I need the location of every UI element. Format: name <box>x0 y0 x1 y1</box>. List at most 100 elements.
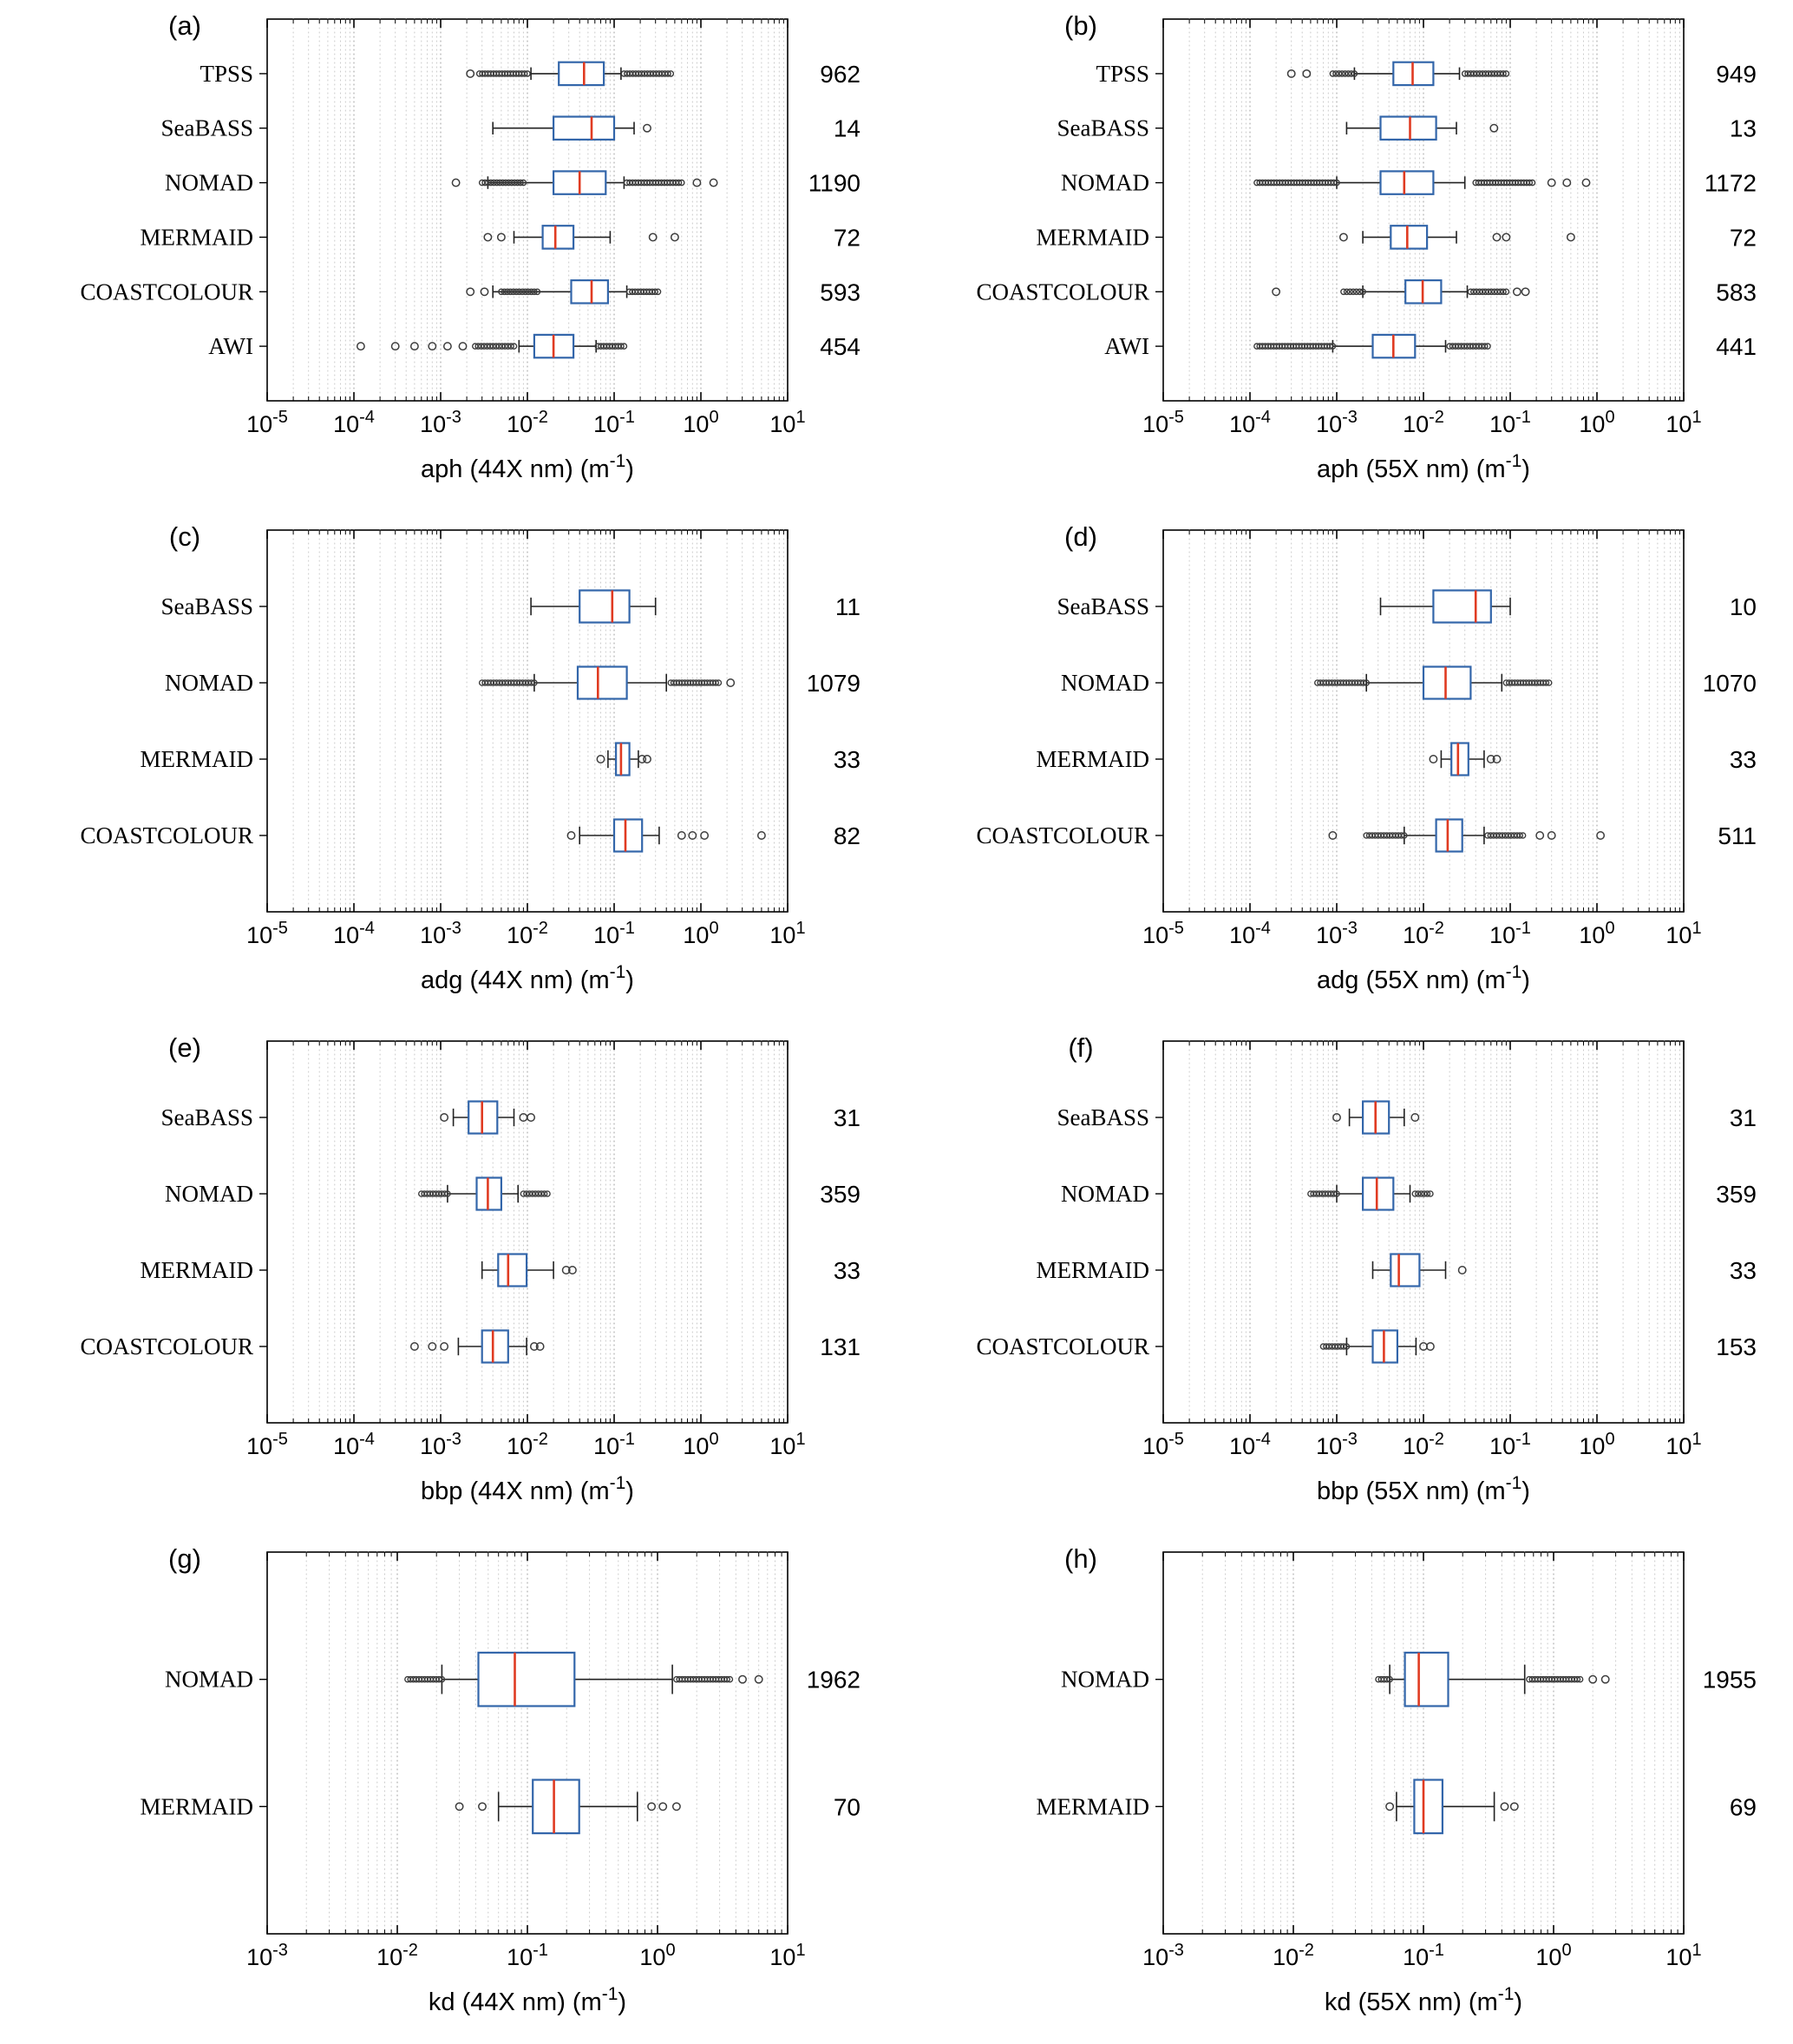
iqr-box <box>481 1329 509 1364</box>
sample-count: 454 <box>820 333 861 360</box>
sample-count: 13 <box>1730 115 1757 142</box>
panel-svg: 10-5 10-4 10-3 10-2 10-1 100 101 SeaBASS 10 NOMAD… <box>976 521 1757 994</box>
x-tick-label: 10-5 <box>1142 919 1184 948</box>
x-tick-label: 10-5 <box>246 408 288 437</box>
x-axis-label: adg (44X nm) (m-1) <box>421 962 634 994</box>
iqr-box <box>1361 1176 1395 1211</box>
iqr-box <box>1435 818 1463 853</box>
sample-count: 33 <box>1730 746 1757 773</box>
dataset-label: MERMAID <box>140 1257 253 1283</box>
panel-c: 10-5 10-4 10-3 10-2 10-1 100 101 SeaBASS 11 NOMAD… <box>0 511 896 1022</box>
iqr-box <box>579 589 631 624</box>
sample-count: 31 <box>834 1104 861 1131</box>
outliers <box>466 69 475 78</box>
x-tick-label: 10-3 <box>246 1941 288 1970</box>
iqr-box <box>532 1779 580 1835</box>
dataset-label: AWI <box>208 333 253 359</box>
sample-count: 33 <box>834 746 861 773</box>
x-tick-label: 10-1 <box>1489 1430 1531 1459</box>
dense-outliers <box>472 343 628 350</box>
dataset-label: COASTCOLOUR <box>80 822 253 848</box>
x-tick-label: 10-2 <box>507 408 548 437</box>
panel-letter: (h) <box>1064 1543 1097 1574</box>
dense-outliers <box>1307 1190 1434 1197</box>
x-tick-label: 10-4 <box>333 408 375 437</box>
sample-count: 359 <box>1716 1181 1757 1208</box>
dataset-label: SeaBASS <box>1057 1104 1149 1130</box>
dataset-label: SeaBASS <box>1057 593 1149 619</box>
x-tick-label: 10-3 <box>1316 408 1358 437</box>
x-tick-label: 10-3 <box>420 919 461 948</box>
sample-count: 1070 <box>1703 670 1757 697</box>
panel-d: 10-5 10-4 10-3 10-2 10-1 100 101 SeaBASS 10 NOMAD… <box>896 511 1792 1022</box>
x-tick-label: 10-4 <box>333 919 375 948</box>
panel-svg: 10-5 10-4 10-3 10-2 10-1 100 101 SeaBASS 31 NOMAD… <box>976 1032 1757 1505</box>
sample-count: 69 <box>1730 1793 1757 1820</box>
sample-count: 1190 <box>808 170 861 197</box>
outliers <box>561 1266 577 1274</box>
panel-a: 10-5 10-4 10-3 10-2 10-1 100 101 TPSS 962 SeaBASS… <box>0 0 896 511</box>
sample-count: 72 <box>834 224 861 251</box>
sample-count: 1172 <box>1705 170 1757 197</box>
sample-count: 131 <box>820 1333 861 1360</box>
outliers <box>1429 755 1502 763</box>
x-tick-label: 101 <box>1665 1941 1701 1970</box>
dense-outliers <box>475 70 675 77</box>
x-tick-label: 10-3 <box>1316 919 1358 948</box>
dense-outliers <box>404 1675 734 1683</box>
sample-count: 33 <box>834 1257 861 1284</box>
x-tick-label: 101 <box>1665 919 1701 948</box>
panel-svg: 10-3 10-2 10-1 100 101 NOMAD 1962 MERMAID 70 (g) k… <box>140 1543 861 2016</box>
panel-b: 10-5 10-4 10-3 10-2 10-1 100 101 TPSS 949 SeaBASS… <box>896 0 1792 511</box>
x-axis-label: kd (44X nm) (m-1) <box>429 1984 626 2016</box>
outliers <box>1328 831 1606 840</box>
dataset-label: MERMAID <box>1036 1257 1149 1283</box>
dataset-label: SeaBASS <box>160 1104 253 1130</box>
outliers <box>596 755 651 763</box>
panel-e: 10-5 10-4 10-3 10-2 10-1 100 101 SeaBASS 31 NOMAD… <box>0 1022 896 1533</box>
iqr-box <box>576 665 628 700</box>
x-axis-label: aph (44X nm) (m-1) <box>421 451 634 483</box>
dataset-label: SeaBASS <box>160 115 253 141</box>
dataset-label: NOMAD <box>165 170 253 196</box>
iqr-box <box>1390 225 1429 250</box>
x-tick-label: 101 <box>769 1941 805 1970</box>
panel-g: 10-3 10-2 10-1 100 101 NOMAD 1962 MERMAID 70 (g) k… <box>0 1533 896 2044</box>
iqr-box <box>558 61 605 87</box>
dense-outliers <box>1313 679 1553 686</box>
dataset-label: NOMAD <box>1061 670 1149 696</box>
dataset-label: COASTCOLOUR <box>80 278 253 305</box>
dense-outliers <box>1329 70 1510 77</box>
sample-count: 72 <box>1730 224 1757 251</box>
x-tick-label: 10-3 <box>1142 1941 1184 1970</box>
dataset-label: COASTCOLOUR <box>976 822 1149 848</box>
sample-count: 359 <box>820 1181 861 1208</box>
dense-outliers <box>498 288 662 296</box>
outliers <box>1338 233 1575 242</box>
x-tick-label: 10-4 <box>1229 1430 1271 1459</box>
outliers <box>738 1674 763 1684</box>
dataset-label: NOMAD <box>165 1181 253 1207</box>
panel-h: 10-3 10-2 10-1 100 101 NOMAD 1955 MERMAID 69 (h) k… <box>896 1533 1792 2044</box>
sample-count: 962 <box>820 61 861 88</box>
x-tick-label: 10-5 <box>246 919 288 948</box>
dataset-label: AWI <box>1104 333 1149 359</box>
panel-letter: (g) <box>168 1543 201 1574</box>
panel-svg: 10-3 10-2 10-1 100 101 NOMAD 1955 MERMAID 69 (h) k… <box>1036 1543 1757 2016</box>
x-tick-label: 100 <box>1579 919 1614 948</box>
iqr-box <box>1450 742 1469 776</box>
panel-f: 10-5 10-4 10-3 10-2 10-1 100 101 SeaBASS 31 NOMAD… <box>896 1022 1792 1533</box>
iqr-box <box>612 818 644 853</box>
outliers <box>726 678 736 687</box>
iqr-box <box>614 742 631 776</box>
dataset-label: MERMAID <box>1036 1793 1149 1819</box>
outliers <box>1419 1342 1435 1351</box>
outliers <box>455 1802 681 1811</box>
x-tick-label: 101 <box>769 919 805 948</box>
dense-outliers <box>1253 179 1536 187</box>
x-tick-label: 10-1 <box>1489 919 1531 948</box>
x-tick-label: 10-5 <box>1142 408 1184 437</box>
panel-letter: (c) <box>169 521 200 552</box>
outliers <box>1489 123 1499 133</box>
x-axis-label: bbp (55X nm) (m-1) <box>1317 1473 1530 1505</box>
